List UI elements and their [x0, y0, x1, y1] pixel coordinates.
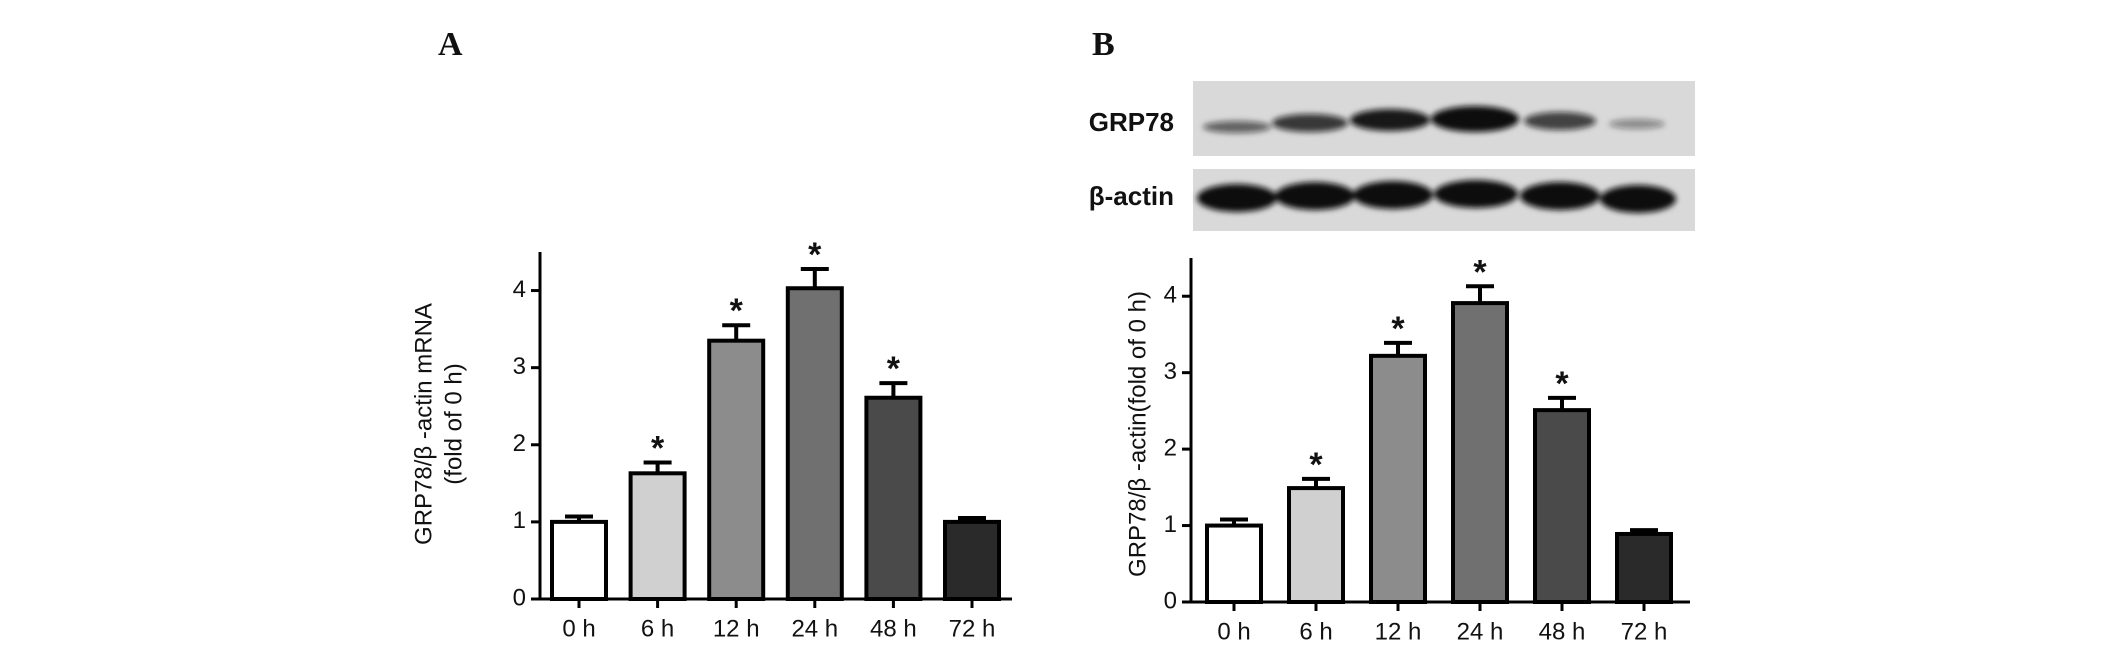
- band: [1434, 180, 1518, 208]
- band: [1353, 181, 1433, 209]
- band: [1520, 182, 1600, 210]
- band: [1600, 185, 1676, 213]
- band: [1524, 112, 1596, 130]
- x-tick-label: 6 h: [641, 615, 674, 642]
- y-tick-label: 4: [1164, 282, 1177, 309]
- bar: [864, 395, 923, 601]
- significance-marker: *: [651, 429, 665, 467]
- y-tick-label: 4: [513, 276, 526, 303]
- bar: [628, 471, 687, 602]
- x-tick-label: 24 h: [791, 615, 838, 642]
- y-tick-label: 3: [1164, 358, 1177, 385]
- y-axis-label: GRP78/β -actin(fold of 0 h): [1124, 291, 1151, 577]
- band: [1350, 109, 1430, 131]
- y-tick-label: 2: [513, 430, 526, 457]
- x-tick-label: 12 h: [713, 615, 760, 642]
- bar: [943, 519, 1001, 602]
- band: [1197, 184, 1277, 212]
- bar: [1287, 486, 1345, 604]
- y-axis-label: GRP78/β -actin mRNA: [410, 303, 437, 545]
- blot-row-label: GRP78: [1089, 107, 1174, 137]
- x-tick-label: 24 h: [1457, 618, 1504, 645]
- y-tick-label: 1: [1164, 511, 1177, 538]
- bar: [785, 286, 844, 601]
- significance-marker: *: [1309, 446, 1323, 484]
- bar: [1205, 523, 1263, 604]
- bar: [1615, 531, 1673, 604]
- x-tick-label: 48 h: [1539, 618, 1586, 645]
- significance-marker: *: [1473, 253, 1487, 291]
- bar: [1533, 408, 1591, 604]
- x-tick-label: 72 h: [949, 615, 996, 642]
- y-tick-label: 1: [513, 507, 526, 534]
- bar: [707, 338, 766, 601]
- panel-label: B: [1092, 26, 1115, 63]
- bar: [550, 519, 608, 602]
- band: [1272, 114, 1348, 132]
- band: [1609, 119, 1665, 129]
- significance-marker: *: [1391, 310, 1405, 348]
- band: [1203, 121, 1271, 133]
- significance-marker: *: [887, 350, 901, 388]
- x-tick-label: 12 h: [1375, 618, 1422, 645]
- western-blot: GRP78 β-actin: [1089, 81, 1695, 231]
- y-tick-label: 0: [1164, 587, 1177, 614]
- y-tick-label: 3: [513, 353, 526, 380]
- x-tick-label: 0 h: [562, 615, 595, 642]
- band: [1431, 106, 1519, 132]
- x-tick-label: 0 h: [1217, 618, 1250, 645]
- bar: [1451, 301, 1509, 604]
- significance-marker: *: [1555, 365, 1569, 403]
- blot-row-label: β-actin: [1089, 181, 1174, 211]
- x-tick-label: 6 h: [1299, 618, 1332, 645]
- band: [1275, 182, 1355, 210]
- bar: [1369, 353, 1427, 604]
- y-tick-label: 2: [1164, 434, 1177, 461]
- significance-marker: *: [808, 236, 822, 274]
- y-axis-label: (fold of 0 h): [440, 363, 467, 484]
- x-tick-label: 48 h: [870, 615, 917, 642]
- y-tick-label: 0: [513, 584, 526, 611]
- panel-label: A: [438, 26, 463, 63]
- significance-marker: *: [730, 292, 744, 330]
- x-tick-label: 72 h: [1621, 618, 1668, 645]
